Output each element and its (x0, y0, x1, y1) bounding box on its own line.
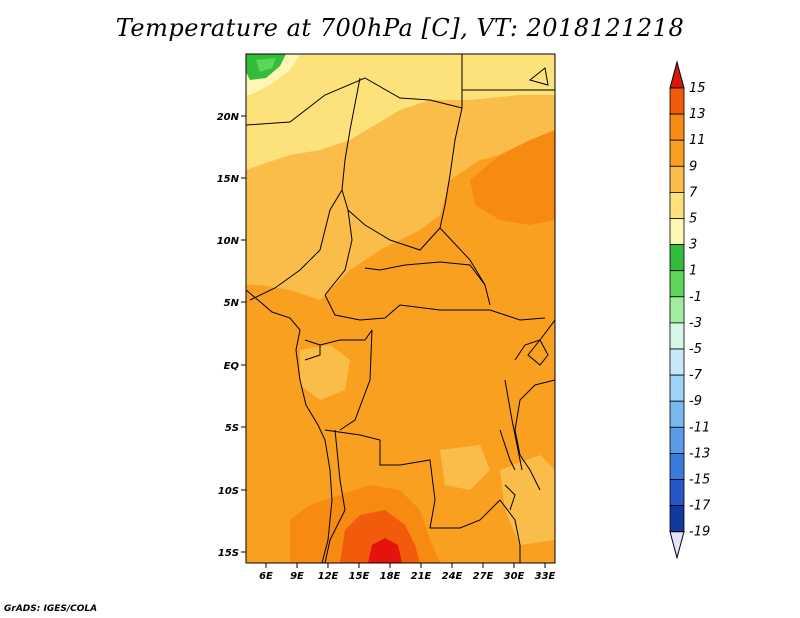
colorbar-swatch (669, 87, 685, 115)
contour-band-13-15-south (340, 510, 420, 563)
longitude-axis: 6E 9E 12E 15E 18E 21E 24E 27E 30E 33E (259, 563, 556, 582)
colorbar-level-label: 5 (689, 212, 697, 227)
lon-label-18e: 18E (380, 571, 401, 582)
lon-label-24e: 24E (442, 571, 463, 582)
lat-label-10n: 10N (217, 236, 240, 247)
contour-band-7-9-south (440, 445, 490, 490)
plot-title: Temperature at 700hPa [C], VT: 201812121… (115, 14, 685, 42)
lon-label-33e: 33E (535, 571, 556, 582)
colorbar-swatch (669, 165, 685, 193)
temperature-contour-map (246, 54, 555, 563)
colorbar-level-label: -13 (689, 446, 710, 461)
contour-band-5-7-north (246, 54, 555, 170)
lat-label-20n: 20N (217, 112, 240, 123)
colorbar-level-label: -7 (689, 368, 703, 383)
lon-label-12e: 12E (318, 571, 339, 582)
lon-label-30e: 30E (504, 571, 525, 582)
latitude-axis: 20N 15N 10N 5N EQ 5S 10S 15S (217, 112, 246, 559)
colorbar-level-label: 3 (689, 238, 697, 253)
colorbar-level-label: -15 (689, 473, 710, 488)
colorbar-swatch (669, 452, 685, 480)
colorbar-top-arrow (669, 60, 685, 89)
lat-label-15s: 15S (218, 548, 239, 559)
colorbar-level-label: 7 (689, 185, 698, 200)
colorbar-swatch (669, 296, 685, 324)
colorbar-level-label: 13 (689, 107, 706, 122)
lat-label-5s: 5S (225, 423, 239, 434)
colorbar-level-label: -17 (689, 499, 711, 514)
colorbar-level-label: 9 (689, 159, 697, 174)
colorbar-level-label: -5 (689, 342, 702, 357)
lon-label-9e: 9E (290, 571, 304, 582)
colorbar-swatch (669, 322, 685, 350)
colorbar-swatch (669, 244, 685, 272)
colorbar-level-label: -11 (689, 420, 710, 435)
lat-label-15n: 15N (217, 174, 240, 185)
country-boundaries (246, 54, 555, 563)
colorbar-swatch (669, 139, 685, 167)
lat-label-10s: 10S (218, 486, 239, 497)
colorbar-swatch (669, 374, 685, 402)
lon-label-6e: 6E (259, 571, 273, 582)
colorbar-swatch (669, 191, 685, 219)
credit-text: GrADS: IGES/COLA (4, 604, 98, 614)
colorbar-level-label: -9 (689, 394, 702, 409)
lon-label-15e: 15E (349, 571, 370, 582)
colorbar-bottom-arrow (669, 531, 685, 560)
colorbar-swatch (669, 348, 685, 376)
colorbar-level-label: 1 (689, 264, 697, 279)
contour-band-7-9-east (500, 455, 555, 545)
colorbar-swatch (669, 113, 685, 141)
colorbar-level-label: -1 (689, 290, 702, 305)
colorbar-swatch (669, 505, 685, 533)
colorbar-swatch (669, 270, 685, 298)
coastlines (246, 67, 549, 563)
map-frame (245, 53, 556, 564)
colorbar-level-label: -3 (689, 316, 702, 331)
contour-band-11-13-east (470, 130, 555, 225)
colorbar-swatch (669, 400, 685, 428)
colorbar-swatch (669, 426, 685, 454)
contour-band-7-9-central (300, 345, 350, 400)
colorbar-level-label: 11 (689, 133, 706, 148)
lon-label-27e: 27E (473, 571, 494, 582)
colorbar-level-label: 15 (689, 81, 706, 96)
lon-label-21e: 21E (411, 571, 432, 582)
colorbar-swatch (669, 479, 685, 507)
lat-label-eq: EQ (224, 361, 240, 372)
colorbar-level-label: -19 (689, 525, 710, 540)
contour-band-minus1-1 (256, 58, 276, 72)
contour-band-15-plus (368, 538, 402, 563)
lat-label-5n: 5N (224, 298, 240, 309)
colorbar: 15 13 11 9 7 5 3 1 -1 -3 -5 -7 -9 -11 -13 -15 -17 -19 (669, 60, 711, 560)
colorbar-swatch (669, 218, 685, 246)
